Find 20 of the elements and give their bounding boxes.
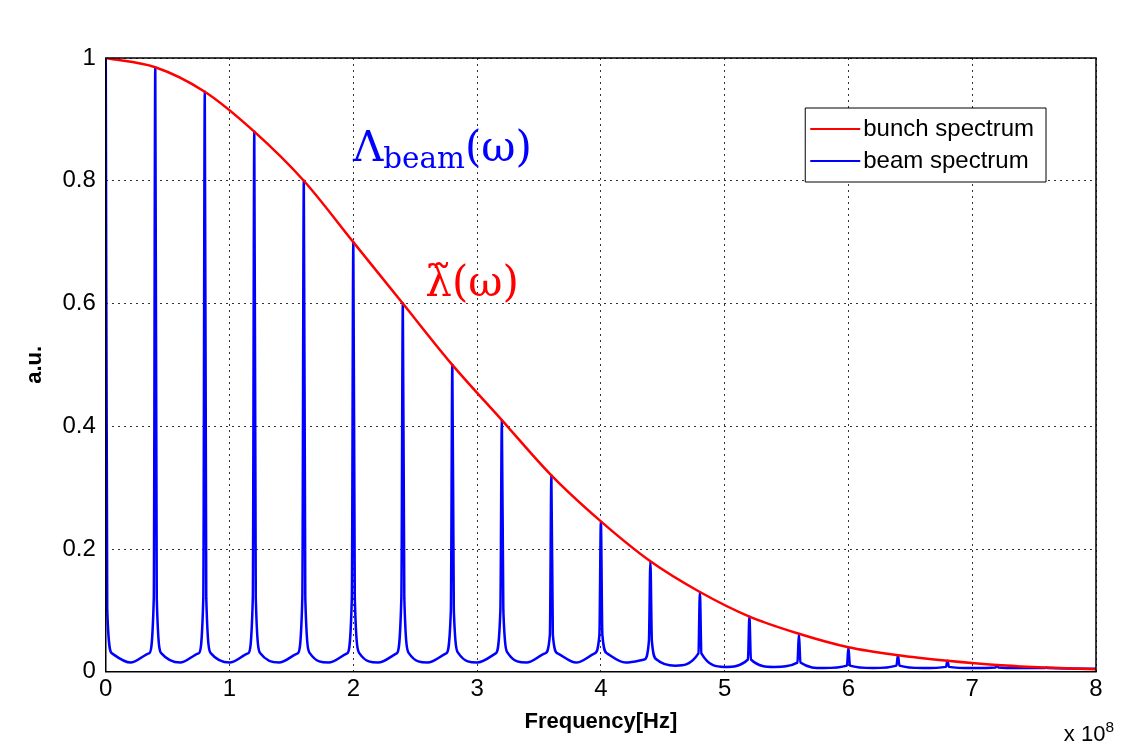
x-tick-label: 4: [594, 673, 608, 701]
y-tick-label: 0.6: [62, 288, 96, 316]
y-tick-label: 0.4: [62, 410, 96, 438]
y-tick-label: 0.8: [62, 165, 96, 193]
y-axis-title: a.u.: [21, 345, 47, 384]
legend-label: beam spectrum: [863, 145, 1029, 173]
x-tick-label: 7: [965, 673, 979, 701]
x-tick-label: 1: [222, 673, 237, 701]
annotation: λ̃(ω): [425, 257, 519, 307]
x-tick-label: 2: [346, 673, 360, 701]
x-tick-label: 8: [1089, 673, 1103, 701]
legend-label: bunch spectrum: [863, 113, 1035, 141]
x-tick-label: 0: [99, 673, 113, 701]
y-tick-label: 1: [82, 42, 96, 70]
y-tick-label: 0: [82, 656, 96, 684]
x-tick-label: 6: [841, 673, 856, 701]
x-axis-title: Frequency[Hz]: [524, 707, 678, 733]
x-tick-label: 5: [717, 673, 732, 701]
x-tick-label: 3: [470, 673, 484, 701]
y-tick-label: 0.2: [62, 533, 96, 561]
